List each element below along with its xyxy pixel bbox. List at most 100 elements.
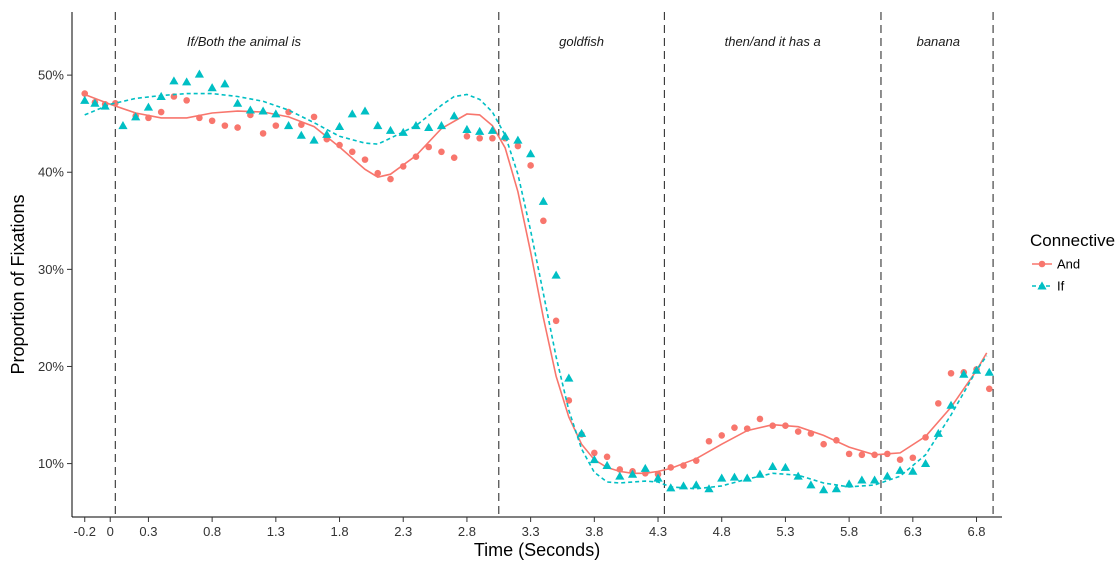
data-point-if — [627, 469, 638, 478]
data-point-if — [143, 102, 154, 111]
x-tick-label: 5.8 — [840, 524, 858, 539]
data-point-if — [870, 475, 880, 484]
data-point-if — [755, 469, 765, 478]
data-point-if — [182, 77, 192, 86]
data-point-if — [959, 369, 969, 378]
data-point-if — [564, 373, 574, 382]
data-point-if — [984, 367, 994, 376]
smooth-line-if — [84, 92, 988, 490]
x-tick-label: 1.3 — [267, 524, 285, 539]
data-point-and — [552, 317, 560, 325]
data-point-if — [411, 121, 421, 130]
x-tick-label: 5.3 — [776, 524, 794, 539]
data-point-and — [896, 456, 904, 464]
data-point-if — [449, 111, 459, 120]
region-labels: If/Both the animal is goldfish then/and it… — [187, 34, 960, 49]
data-point-if — [908, 466, 918, 475]
data-point-if — [806, 480, 816, 489]
data-point-and — [514, 142, 522, 150]
data-point-if — [424, 122, 434, 132]
data-point-and — [310, 113, 318, 121]
data-point-if — [398, 127, 408, 136]
data-point-if — [487, 125, 498, 134]
data-point-if — [933, 428, 943, 437]
data-point-if — [118, 121, 128, 130]
data-point-if — [100, 101, 110, 110]
data-point-and — [909, 454, 917, 462]
data-point-and — [221, 122, 229, 129]
data-point-if — [653, 473, 663, 482]
data-point-and — [680, 462, 687, 469]
data-point-if — [946, 400, 956, 409]
series-layer — [80, 69, 994, 494]
data-point-and — [705, 437, 713, 445]
x-tick-label: 3.8 — [585, 524, 603, 539]
data-point-if — [780, 462, 791, 471]
data-point-if — [831, 484, 841, 493]
data-point-if — [131, 112, 141, 121]
legend-item-if: If — [1032, 279, 1065, 294]
x-tick-label: 2.8 — [458, 524, 476, 539]
x-tick-label: 0 — [107, 524, 114, 539]
legend-label: And — [1057, 257, 1080, 272]
x-axis-title: Time (Seconds) — [474, 540, 600, 560]
data-point-and — [298, 121, 305, 128]
data-point-and — [374, 169, 382, 177]
y-tick-label: 20% — [38, 359, 64, 374]
data-point-and — [489, 134, 496, 142]
x-tick-label: 3.3 — [522, 524, 540, 539]
data-point-if — [462, 124, 472, 133]
data-point-and — [858, 451, 866, 459]
data-point-if — [793, 471, 803, 480]
data-point-if — [475, 126, 485, 135]
data-point-if — [156, 91, 166, 100]
data-point-and — [947, 369, 955, 377]
data-point-and — [450, 154, 458, 161]
data-point-if — [819, 485, 829, 494]
x-tick-label: 6.3 — [904, 524, 922, 539]
data-point-and — [157, 108, 165, 116]
data-point-and — [208, 117, 216, 125]
data-point-and — [145, 114, 152, 122]
data-point-if — [882, 471, 892, 480]
region-label: then/and it has a — [725, 34, 821, 49]
data-point-if — [385, 125, 396, 134]
data-point-and — [782, 422, 789, 430]
data-point-and — [667, 464, 675, 471]
data-point-and — [81, 90, 89, 97]
x-tick-label: 1.8 — [330, 524, 348, 539]
data-point-if — [640, 463, 650, 472]
legend-key-marker — [1037, 281, 1047, 290]
legend-items: And If — [1032, 257, 1080, 294]
data-point-if — [678, 481, 689, 490]
series-if — [80, 69, 994, 494]
data-point-if — [347, 109, 357, 118]
data-point-and — [387, 175, 394, 183]
data-point-and — [234, 124, 241, 131]
legend-key-marker — [1038, 260, 1046, 268]
data-point-if — [258, 106, 268, 115]
x-tick-label: 4.8 — [713, 524, 731, 539]
data-point-if — [90, 98, 100, 107]
data-point-and — [845, 450, 853, 458]
axes: -0.2 0 0.3 0.8 1.3 1.8 2.3 2.8 3.3 3.8 4.3 4.8 5.3 5.… — [38, 12, 1002, 539]
data-point-if — [589, 455, 599, 464]
data-point-if — [538, 196, 548, 205]
data-point-and — [616, 466, 624, 473]
x-tick-label: -0.2 — [74, 524, 96, 539]
data-point-if — [233, 98, 243, 107]
x-tick-label: 4.3 — [649, 524, 667, 539]
data-point-and — [565, 397, 573, 404]
data-point-if — [373, 121, 383, 130]
data-point-if — [704, 484, 714, 493]
data-point-and — [476, 134, 483, 142]
data-point-and — [922, 434, 929, 441]
data-point-if — [207, 83, 217, 92]
data-point-if — [576, 428, 587, 437]
data-point-and — [527, 162, 534, 169]
region-boundaries — [114, 12, 994, 517]
data-point-and — [603, 453, 611, 461]
data-point-if — [169, 76, 179, 85]
data-point-and — [196, 114, 203, 122]
data-point-if — [322, 129, 332, 138]
